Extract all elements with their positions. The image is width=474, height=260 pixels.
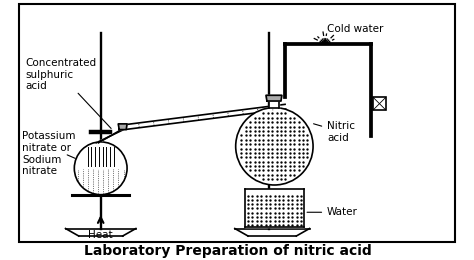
Text: Heat: Heat: [88, 230, 113, 241]
Polygon shape: [65, 229, 136, 236]
Text: Water: Water: [307, 207, 358, 217]
Text: Concentrated
sulphuric
acid: Concentrated sulphuric acid: [25, 58, 111, 128]
Circle shape: [74, 142, 127, 195]
Text: Nitric
acid: Nitric acid: [313, 121, 355, 142]
Polygon shape: [118, 124, 127, 129]
Polygon shape: [269, 101, 279, 108]
Polygon shape: [96, 129, 124, 143]
Text: Laboratory Preparation of nitric acid: Laboratory Preparation of nitric acid: [84, 244, 372, 258]
Polygon shape: [126, 104, 286, 129]
Bar: [374, 98, 386, 110]
Text: Cold water: Cold water: [327, 24, 383, 34]
Polygon shape: [266, 95, 282, 101]
Polygon shape: [245, 188, 304, 227]
Text: Potassium
nitrate or
Sodium
nitrate: Potassium nitrate or Sodium nitrate: [22, 131, 76, 176]
Polygon shape: [235, 229, 310, 236]
Circle shape: [236, 108, 313, 185]
